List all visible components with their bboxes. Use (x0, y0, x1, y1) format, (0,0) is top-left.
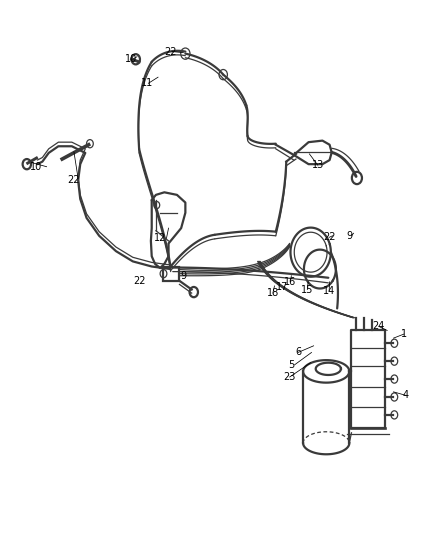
Text: 22: 22 (133, 276, 145, 286)
Text: 10: 10 (30, 161, 42, 172)
Text: 24: 24 (373, 321, 385, 332)
Text: 18: 18 (267, 288, 279, 298)
Text: 5: 5 (288, 360, 294, 370)
Text: 9: 9 (346, 231, 353, 241)
Text: 22: 22 (323, 232, 336, 243)
Text: 14: 14 (323, 286, 336, 296)
Text: 12: 12 (154, 233, 166, 244)
Text: 11: 11 (141, 78, 154, 88)
Text: 22: 22 (164, 46, 177, 56)
Text: 15: 15 (301, 285, 314, 295)
Text: 10: 10 (124, 54, 137, 64)
Text: 13: 13 (312, 160, 324, 170)
Text: 1: 1 (401, 329, 407, 339)
Text: 23: 23 (283, 372, 296, 382)
Text: 9: 9 (180, 271, 186, 281)
Text: 16: 16 (284, 277, 297, 287)
Text: 6: 6 (295, 348, 301, 358)
Text: 22: 22 (68, 174, 80, 184)
Text: 17: 17 (276, 282, 288, 292)
Text: 4: 4 (403, 391, 409, 400)
